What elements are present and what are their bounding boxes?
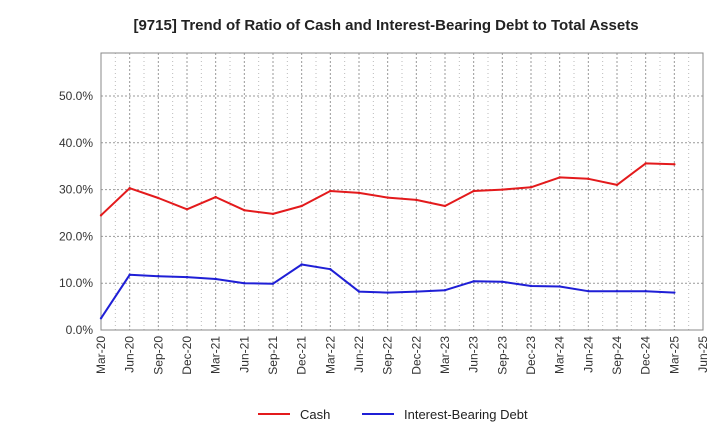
x-tick-label: Mar-21 [209, 336, 223, 374]
x-tick-label: Dec-23 [524, 336, 538, 375]
data-point-interest-bearing-debt [386, 291, 389, 294]
data-point-interest-bearing-debt [271, 282, 275, 285]
data-point-cash [386, 196, 389, 199]
data-point-cash [300, 204, 303, 208]
x-tick-label: Jun-23 [467, 336, 481, 373]
x-tick-label: Sep-23 [495, 336, 509, 375]
data-point-cash [443, 204, 447, 208]
data-point-interest-bearing-debt [415, 290, 418, 293]
data-point-interest-bearing-debt [673, 291, 676, 294]
x-tick-label: Jun-24 [581, 336, 595, 373]
data-point-cash [415, 198, 418, 202]
y-tick-label: 0.0% [66, 323, 94, 337]
x-tick-label: Mar-23 [438, 336, 452, 374]
data-point-cash [271, 212, 275, 216]
x-tick-label: Dec-22 [409, 336, 423, 375]
data-point-interest-bearing-debt [501, 280, 504, 283]
data-point-interest-bearing-debt [558, 285, 561, 288]
data-point-interest-bearing-debt [587, 289, 590, 293]
y-tick-label: 20.0% [59, 229, 93, 243]
data-point-interest-bearing-debt [300, 263, 303, 266]
x-tick-label: Mar-22 [323, 336, 337, 374]
y-tick-label: 30.0% [59, 183, 93, 197]
legend-label-interest-bearing-debt: Interest-Bearing Debt [404, 407, 528, 422]
data-point-cash [673, 163, 676, 166]
y-axis: 0.0% 10.0% 20.0% 30.0% 40.0% 50.0% [59, 89, 93, 337]
legend: Cash Interest-Bearing Debt [258, 407, 528, 422]
y-tick-label: 50.0% [59, 89, 93, 103]
data-point-interest-bearing-debt [128, 273, 131, 276]
x-tick-label: Sep-24 [610, 336, 624, 375]
x-tick-label: Mar-25 [667, 336, 681, 374]
y-tick-label: 40.0% [59, 136, 93, 150]
data-point-interest-bearing-debt [644, 289, 647, 293]
data-point-interest-bearing-debt [529, 284, 533, 288]
data-point-cash [501, 188, 504, 191]
data-point-cash [558, 176, 561, 179]
data-point-cash [99, 214, 103, 217]
y-tick-label: 10.0% [59, 276, 93, 290]
data-point-interest-bearing-debt [329, 267, 332, 271]
x-tick-label: Jun-22 [352, 336, 366, 373]
data-point-cash [128, 186, 131, 190]
legend-label-cash: Cash [300, 407, 330, 422]
data-point-cash [644, 162, 647, 165]
data-point-interest-bearing-debt [214, 277, 217, 281]
data-point-cash [587, 177, 590, 181]
data-point-interest-bearing-debt [157, 274, 160, 278]
x-tick-label: Sep-20 [151, 336, 165, 375]
series-lines [99, 162, 676, 320]
data-point-interest-bearing-debt [357, 290, 361, 293]
data-point-cash [357, 191, 361, 195]
data-point-interest-bearing-debt [185, 275, 189, 279]
data-point-cash [329, 189, 332, 193]
x-tick-label: Dec-20 [180, 336, 194, 375]
plot-area-frame [100, 52, 704, 331]
data-point-interest-bearing-debt [243, 282, 246, 285]
data-point-interest-bearing-debt [99, 317, 103, 320]
grid [100, 53, 704, 331]
x-tick-label: Dec-24 [639, 336, 653, 375]
data-point-cash [157, 196, 160, 200]
data-point-cash [472, 189, 475, 193]
x-tick-label: Jun-21 [237, 336, 251, 373]
data-point-cash [214, 195, 217, 199]
data-point-interest-bearing-debt [615, 289, 619, 293]
chart-title: [9715] Trend of Ratio of Cash and Intere… [133, 17, 638, 34]
x-tick-label: Sep-22 [381, 336, 395, 375]
x-tick-label: Jun-25 [696, 336, 710, 373]
x-tick-label: Dec-21 [295, 336, 309, 375]
x-axis: Mar-20 Jun-20 Sep-20 Dec-20 Mar-21 Jun-21 Sep-… [94, 336, 710, 375]
data-point-cash [243, 208, 246, 212]
x-tick-label: Mar-20 [94, 336, 108, 374]
data-point-cash [615, 183, 619, 187]
data-point-interest-bearing-debt [472, 280, 475, 283]
x-tick-label: Sep-21 [266, 336, 280, 375]
x-tick-label: Jun-20 [123, 336, 137, 373]
data-point-cash [185, 208, 189, 211]
data-point-interest-bearing-debt [443, 289, 447, 292]
data-point-cash [529, 186, 533, 189]
x-tick-label: Mar-24 [553, 336, 567, 374]
